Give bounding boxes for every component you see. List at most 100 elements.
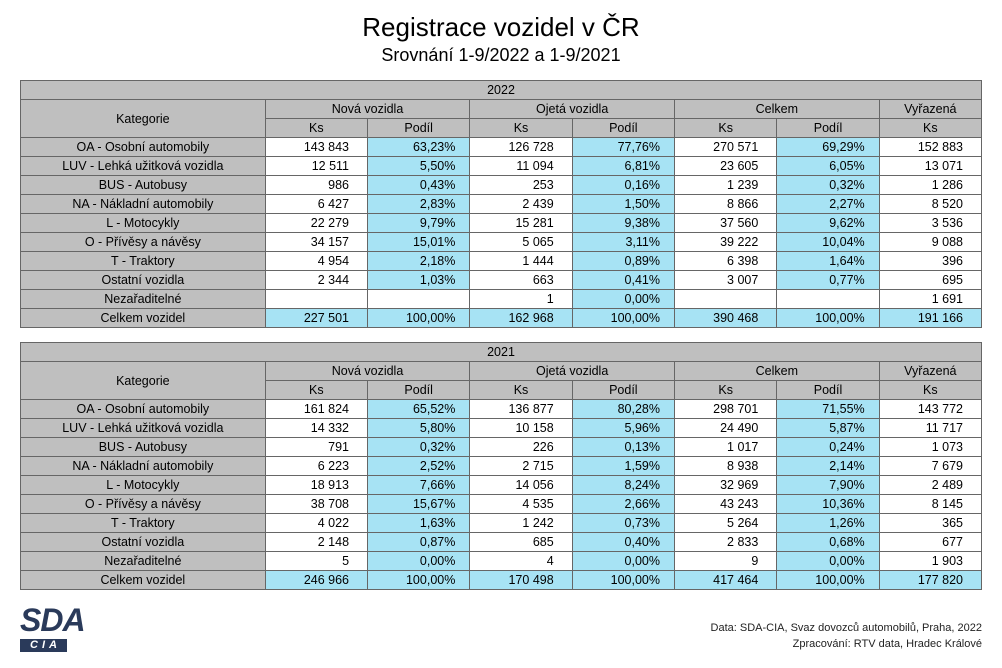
cell-ks: 226 xyxy=(470,438,572,457)
cell-ks: 22 279 xyxy=(265,214,367,233)
cell-pod: 0,00% xyxy=(572,552,674,571)
cell-pod: 0,32% xyxy=(368,438,470,457)
cell-vyr: 1 691 xyxy=(879,290,981,309)
page-title: Registrace vozidel v ČR xyxy=(20,12,982,43)
table-row: BUS - Autobusy7910,32%2260,13%1 0170,24%… xyxy=(21,438,982,457)
colgroup-vyrazena: Vyřazená xyxy=(879,100,981,119)
cell-ks: 162 968 xyxy=(470,309,572,328)
table-row: T - Traktory4 0221,63%1 2420,73%5 2641,2… xyxy=(21,514,982,533)
cell-pod: 2,18% xyxy=(368,252,470,271)
cell-pod xyxy=(368,290,470,309)
cell-vyr: 11 717 xyxy=(879,419,981,438)
cell-vyr: 8 145 xyxy=(879,495,981,514)
cell-ks: 34 157 xyxy=(265,233,367,252)
cell-ks: 38 708 xyxy=(265,495,367,514)
cell-ks: 390 468 xyxy=(675,309,777,328)
cell-pod: 0,77% xyxy=(777,271,879,290)
cell-pod: 63,23% xyxy=(368,138,470,157)
cell-cat: Nezařaditelné xyxy=(21,290,266,309)
cell-ks: 11 094 xyxy=(470,157,572,176)
cell-cat: Ostatní vozidla xyxy=(21,533,266,552)
cell-pod: 2,27% xyxy=(777,195,879,214)
table-row: Nezařaditelné50,00%40,00%90,00%1 903 xyxy=(21,552,982,571)
cell-vyr: 13 071 xyxy=(879,157,981,176)
cell-vyr: 191 166 xyxy=(879,309,981,328)
col-kategorie: Kategorie xyxy=(21,362,266,400)
colgroup-celkem: Celkem xyxy=(675,362,880,381)
cell-pod: 0,13% xyxy=(572,438,674,457)
cell-ks xyxy=(265,290,367,309)
cell-ks: 986 xyxy=(265,176,367,195)
cell-vyr: 8 520 xyxy=(879,195,981,214)
col-podil: Podíl xyxy=(572,119,674,138)
cell-pod: 15,67% xyxy=(368,495,470,514)
cell-pod: 1,59% xyxy=(572,457,674,476)
cell-ks: 161 824 xyxy=(265,400,367,419)
col-ks: Ks xyxy=(879,119,981,138)
cell-ks xyxy=(675,290,777,309)
cell-ks: 4 954 xyxy=(265,252,367,271)
year-header: 2022 xyxy=(21,81,982,100)
cell-cat: BUS - Autobusy xyxy=(21,176,266,195)
cell-pod: 0,24% xyxy=(777,438,879,457)
cell-pod: 8,24% xyxy=(572,476,674,495)
data-table-2021: 2021KategorieNová vozidlaOjetá vozidlaCe… xyxy=(20,342,982,590)
cell-vyr: 3 536 xyxy=(879,214,981,233)
table-row: BUS - Autobusy9860,43%2530,16%1 2390,32%… xyxy=(21,176,982,195)
cell-ks: 143 843 xyxy=(265,138,367,157)
cell-vyr: 677 xyxy=(879,533,981,552)
cell-pod: 80,28% xyxy=(572,400,674,419)
table-row: Ostatní vozidla2 3441,03%6630,41%3 0070,… xyxy=(21,271,982,290)
cell-vyr: 177 820 xyxy=(879,571,981,590)
table-row: NA - Nákladní automobily6 4272,83%2 4391… xyxy=(21,195,982,214)
cell-cat: LUV - Lehká užitková vozidla xyxy=(21,419,266,438)
cell-ks: 4 xyxy=(470,552,572,571)
cell-pod: 7,66% xyxy=(368,476,470,495)
table-row: LUV - Lehká užitková vozidla14 3325,80%1… xyxy=(21,419,982,438)
cell-ks: 4 535 xyxy=(470,495,572,514)
cell-pod: 6,81% xyxy=(572,157,674,176)
cell-pod: 69,29% xyxy=(777,138,879,157)
cell-pod: 0,87% xyxy=(368,533,470,552)
cell-vyr: 1 903 xyxy=(879,552,981,571)
cell-ks: 1 239 xyxy=(675,176,777,195)
cell-ks: 18 913 xyxy=(265,476,367,495)
cell-ks: 39 222 xyxy=(675,233,777,252)
col-podil: Podíl xyxy=(777,381,879,400)
col-ks: Ks xyxy=(265,119,367,138)
cell-ks: 1 444 xyxy=(470,252,572,271)
cell-pod: 15,01% xyxy=(368,233,470,252)
cell-ks: 2 439 xyxy=(470,195,572,214)
cell-ks: 246 966 xyxy=(265,571,367,590)
colgroup-vyrazena: Vyřazená xyxy=(879,362,981,381)
cell-cat: BUS - Autobusy xyxy=(21,438,266,457)
cell-pod: 9,38% xyxy=(572,214,674,233)
cell-ks: 14 056 xyxy=(470,476,572,495)
cell-pod: 5,80% xyxy=(368,419,470,438)
cell-pod: 0,00% xyxy=(572,290,674,309)
cell-pod: 0,00% xyxy=(368,552,470,571)
cell-pod: 2,66% xyxy=(572,495,674,514)
cell-pod: 5,87% xyxy=(777,419,879,438)
cell-pod: 5,96% xyxy=(572,419,674,438)
table-row: L - Motocykly22 2799,79%15 2819,38%37 56… xyxy=(21,214,982,233)
colgroup-nova: Nová vozidla xyxy=(265,362,470,381)
cell-ks: 1 017 xyxy=(675,438,777,457)
cell-cat: OA - Osobní automobily xyxy=(21,138,266,157)
logo-cia: CIA xyxy=(20,639,67,652)
cell-pod: 1,50% xyxy=(572,195,674,214)
table-row: OA - Osobní automobily161 82465,52%136 8… xyxy=(21,400,982,419)
cell-ks: 253 xyxy=(470,176,572,195)
cell-pod: 0,73% xyxy=(572,514,674,533)
cell-ks: 23 605 xyxy=(675,157,777,176)
cell-vyr: 396 xyxy=(879,252,981,271)
year-header: 2021 xyxy=(21,343,982,362)
table-row: LUV - Lehká užitková vozidla12 5115,50%1… xyxy=(21,157,982,176)
cell-ks: 5 xyxy=(265,552,367,571)
cell-cat: Ostatní vozidla xyxy=(21,271,266,290)
cell-ks: 10 158 xyxy=(470,419,572,438)
cell-ks: 3 007 xyxy=(675,271,777,290)
cell-pod: 100,00% xyxy=(368,571,470,590)
cell-pod: 1,03% xyxy=(368,271,470,290)
cell-ks: 37 560 xyxy=(675,214,777,233)
